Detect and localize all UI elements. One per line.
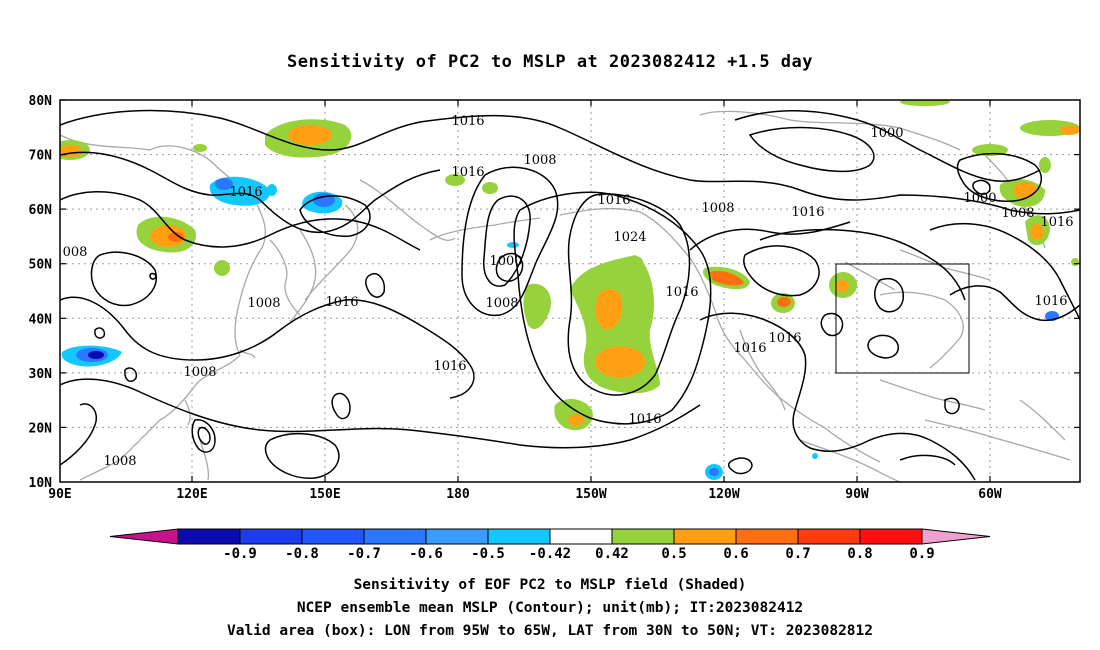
contour-label: 1008 (247, 296, 280, 311)
colorbar-label: -0.8 (285, 546, 319, 562)
contour-label: 1016 (733, 341, 766, 356)
contour-label: 1016 (665, 285, 698, 300)
lon-label: 120E (176, 487, 207, 502)
caption-line-1: Sensitivity of EOF PC2 to MSLP field (Sh… (354, 577, 747, 593)
contour-label: 1008 (701, 201, 734, 216)
colorbar-box (735, 528, 799, 545)
contour-label: 1016 (1034, 294, 1067, 309)
contour-label: 1016 (628, 412, 661, 427)
longitude-labels: 90E 120E 150E 180 150W 120W 90W 60W (48, 487, 1002, 502)
colorbar-box (797, 528, 861, 545)
contour-label: 1000 (489, 254, 522, 269)
contour-label: 1000 (870, 126, 903, 141)
contour-label: 1008 (1001, 206, 1034, 221)
lon-label: 120W (708, 487, 739, 502)
colorbar-label: 0.9 (909, 546, 934, 562)
colorbar-label: 0.42 (595, 546, 629, 562)
colorbar-box (859, 528, 923, 545)
lon-label: 90E (48, 487, 71, 502)
contour-label: 1008 (103, 454, 136, 469)
contour-label: 1016 (451, 165, 484, 180)
contour-label: 1008 (183, 365, 216, 380)
colorbar-label: -0.42 (529, 546, 571, 562)
lat-label: 50N (29, 258, 53, 273)
contour-labels: 1016 1000 1016 1016 008 1008 1016 1016 1… (63, 114, 1074, 469)
colorbar-label: 0.6 (723, 546, 748, 562)
mslp-contours (60, 109, 1080, 481)
figure-caption: Sensitivity of EOF PC2 to MSLP field (Sh… (227, 577, 873, 639)
lon-label: 180 (446, 487, 470, 502)
contour-label: 1008 (523, 153, 556, 168)
lat-label: 20N (29, 421, 53, 436)
colorbar-arrow-low (109, 528, 179, 545)
lon-label: 150W (575, 487, 606, 502)
lon-label: 90W (845, 487, 869, 502)
colorbar-label: -0.7 (347, 546, 381, 562)
valid-area-box (835, 263, 970, 374)
colorbar-label: 0.7 (785, 546, 810, 562)
colorbar-label: 0.5 (661, 546, 686, 562)
colorbar-box (549, 528, 613, 545)
colorbar-box (363, 528, 427, 545)
lat-label: 10N (29, 476, 53, 491)
latitude-labels: 80N 70N 60N 50N 40N 30N 20N 10N (29, 94, 53, 491)
caption-line-2: NCEP ensemble mean MSLP (Contour); unit(… (297, 600, 803, 616)
lon-label: 60W (978, 487, 1002, 502)
colorbar-label: -0.9 (223, 546, 257, 562)
lat-label: 30N (29, 367, 53, 382)
lat-label: 70N (29, 149, 53, 164)
contour-label: 1008 (485, 296, 518, 311)
colorbar-arrow-high (921, 528, 991, 545)
axis-ticks (60, 99, 1080, 482)
colorbar: -0.9 -0.8 -0.7 -0.6 -0.5 -0.42 0.42 0.5 0.6 0.7 0.… (109, 528, 991, 562)
map-frame (59, 99, 1081, 483)
contour-label: 1016 (433, 359, 466, 374)
contour-label: 1000 (963, 191, 996, 206)
colorbar-label: -0.5 (471, 546, 505, 562)
map-title: Sensitivity of PC2 to MSLP at 2023082412… (287, 52, 813, 72)
contour-label: 1016 (791, 205, 824, 220)
lon-label: 150E (309, 487, 340, 502)
colorbar-box (611, 528, 675, 545)
contour-label: 1024 (613, 230, 646, 245)
colorbar-box (673, 528, 737, 545)
colorbar-box (239, 528, 303, 545)
colorbar-box (177, 528, 241, 545)
caption-line-3: Valid area (box): LON from 95W to 65W, L… (227, 623, 873, 639)
lat-label: 80N (29, 94, 53, 109)
lat-label: 40N (29, 312, 53, 327)
colorbar-box (425, 528, 489, 545)
sensitivity-shading (60, 100, 1080, 480)
colorbar-box (301, 528, 365, 545)
lat-label: 60N (29, 203, 53, 218)
contour-label: 1016 (325, 295, 358, 310)
contour-label: 1016 (451, 114, 484, 129)
colorbar-box (487, 528, 551, 545)
contour-label: 008 (63, 245, 88, 260)
contour-label: 1016 (768, 331, 801, 346)
contour-label: 1016 (597, 193, 630, 208)
colorbar-label: -0.6 (409, 546, 443, 562)
contour-label: 1016 (229, 185, 262, 200)
map-panel: 1016 1000 1016 1016 008 1008 1016 1016 1… (59, 99, 1081, 483)
colorbar-label: 0.8 (847, 546, 872, 562)
contour-label: 1016 (1040, 215, 1073, 230)
